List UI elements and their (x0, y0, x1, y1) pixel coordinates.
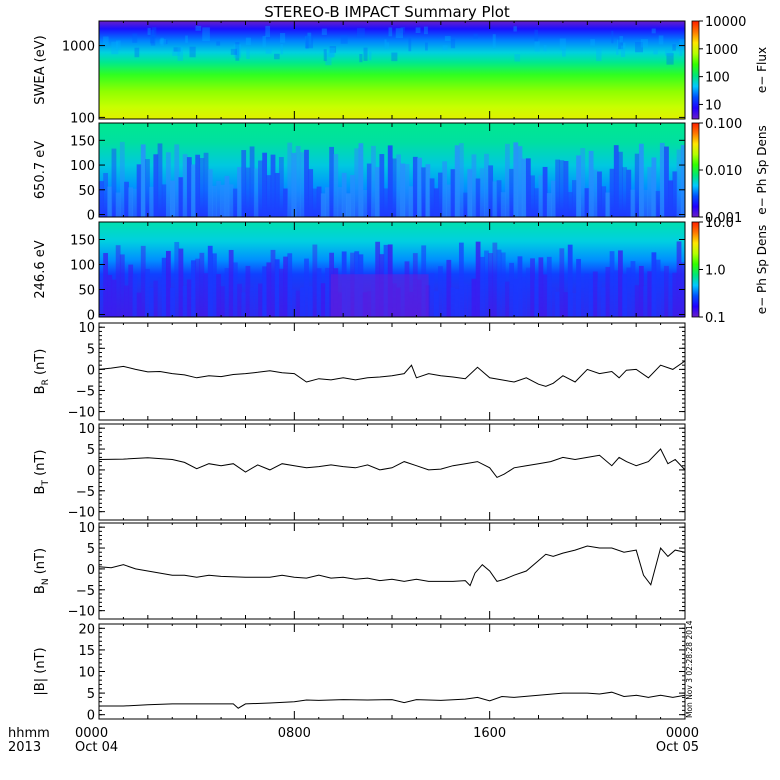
heatmap-image (99, 123, 685, 217)
time-axis-label-year: 2013 (8, 740, 41, 755)
colorbar-tick-label: 1000 (705, 43, 738, 58)
timestamp-label: Mon Nov 3 02:28:28 2014 (685, 620, 694, 718)
y-tick-label: 150 (70, 134, 95, 149)
y-axis-label: SWEA (eV) (33, 35, 48, 104)
colorbar-tick-label: 10000 (705, 15, 746, 30)
time-tick-label: 0800 (278, 726, 311, 741)
colorbar-tick-label: 10 (705, 98, 722, 113)
panel-frame (98, 322, 686, 421)
y-tick-label: 5 (87, 342, 95, 357)
y-tick-label: −5 (76, 485, 95, 500)
y-axis-label: 246.6 eV (33, 240, 48, 298)
series-line (99, 691, 686, 709)
time-tick-label: 0000 (75, 726, 108, 741)
y-tick-label: −5 (76, 384, 95, 399)
colorbar-tick-label: 10.0 (705, 216, 734, 231)
panel-4: −10 −5 0 5 10 BR (nT) (33, 321, 686, 421)
y-tick-label: 10 (78, 666, 95, 681)
y-tick-label: 100 (70, 259, 95, 274)
y-tick-label: 10 (78, 321, 95, 336)
panel-5: −10 −5 0 5 10 BT (nT) (33, 422, 686, 521)
y-tick-label: −5 (76, 584, 95, 599)
date-tick-label: Oct 05 (656, 740, 699, 755)
y-tick-label: 0 (87, 363, 95, 378)
y-axis-label: 650.7 eV (33, 141, 48, 199)
y-axis-label: BR (nT) (33, 349, 51, 395)
colorbar (691, 221, 700, 318)
series-line (98, 545, 686, 587)
panel-3: 0 50 100 150 246.6 eV 0.1 1.0 10.0 e− Ph Sp Dens (33, 216, 769, 326)
y-tick-label: 150 (70, 234, 95, 249)
heatmap-image (99, 222, 685, 317)
y-tick-label: 100 (70, 111, 95, 126)
colorbar-tick-label: 0.001 (705, 211, 742, 226)
panel-2: 0 50 100 150 650.7 eV 0.001 0.010 0.100 e− Ph Sp… (33, 117, 769, 226)
date-tick-label: Oct 04 (75, 740, 118, 755)
colorbar (691, 20, 700, 120)
y-tick-label: 1000 (62, 40, 95, 55)
y-tick-label: 0 (87, 464, 95, 479)
y-tick-label: 5 (87, 542, 95, 557)
series-line (98, 448, 686, 479)
y-tick-label: 15 (78, 644, 95, 659)
y-tick-label: 0 (87, 709, 95, 724)
colorbar-tick-label: 1.0 (705, 264, 726, 279)
y-tick-label: 50 (78, 284, 95, 299)
y-tick-label: 50 (78, 184, 95, 199)
colorbar-tick-label: 100 (705, 71, 730, 86)
colorbar-tick-label: 0.1 (705, 311, 726, 326)
time-axis-label-hhmm: hhmm (8, 726, 50, 741)
panel-6: −10 −5 0 5 10 BN (nT) (33, 521, 686, 620)
y-tick-label: 100 (70, 159, 95, 174)
y-axis-label: |B| (nT) (33, 647, 48, 695)
y-tick-label: 20 (78, 622, 95, 637)
series-line (98, 360, 686, 387)
y-tick-label: 0 (87, 209, 95, 224)
panel-7: 0 5 10 15 20 |B| (nT) (33, 622, 686, 724)
colorbar (691, 122, 700, 218)
y-tick-label: 10 (78, 422, 95, 437)
colorbar-label: e− Flux (755, 47, 769, 93)
colorbar-tick-label: 0.010 (705, 164, 742, 179)
time-tick-label: 0000 (666, 726, 699, 741)
y-axis-label: BT (nT) (33, 450, 51, 495)
heatmap-image (99, 21, 685, 119)
panel-frame (98, 423, 686, 521)
y-tick-label: 10 (78, 521, 95, 536)
y-tick-label: −10 (68, 605, 95, 620)
panel-frame (98, 623, 686, 720)
y-tick-label: −10 (68, 406, 95, 421)
panel-frame (98, 522, 686, 620)
y-tick-label: 5 (87, 687, 95, 702)
colorbar-tick-label: 0.100 (705, 117, 742, 132)
y-tick-label: 0 (87, 309, 95, 324)
colorbar-label: e− Ph Sp Dens (755, 125, 769, 214)
panel-1: 100 1000 SWEA (eV) 10 100 1000 10000 e− Flux (33, 15, 769, 126)
y-tick-label: 5 (87, 443, 95, 458)
y-tick-label: 0 (87, 563, 95, 578)
y-tick-label: −10 (68, 506, 95, 521)
colorbar-label: e− Ph Sp Dens (755, 225, 769, 314)
time-tick-label: 1600 (473, 726, 506, 741)
plot-title: STEREO-B IMPACT Summary Plot (264, 3, 510, 21)
y-axis-label: BN (nT) (33, 548, 51, 594)
